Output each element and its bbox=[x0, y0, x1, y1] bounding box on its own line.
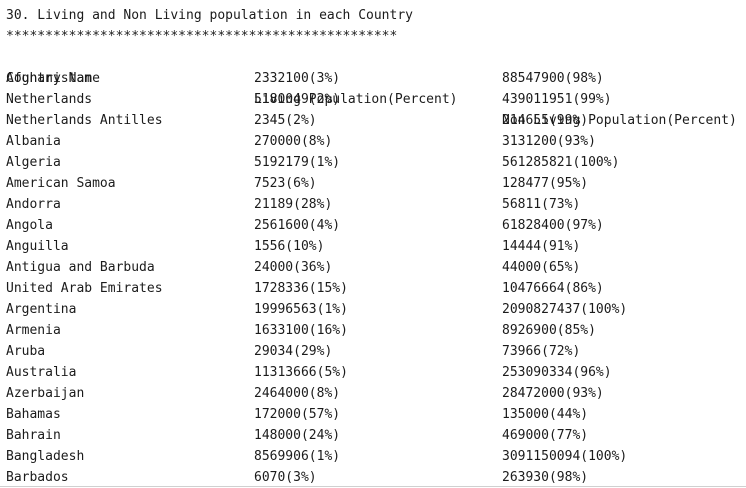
country-cell: Argentina bbox=[6, 302, 77, 317]
country-cell: American Samoa bbox=[6, 176, 116, 191]
table-row: Netherlands 5180049(2%) 439011951(99%) bbox=[6, 89, 746, 110]
table-row: United Arab Emirates 1728336(15%) 10476664… bbox=[6, 278, 746, 299]
country-cell: Algeria bbox=[6, 155, 61, 170]
non-living-cell: 10476664(86%) bbox=[502, 281, 604, 296]
country-cell: Barbados bbox=[6, 470, 69, 485]
non-living-cell: 14444(91%) bbox=[502, 239, 581, 254]
table-row: Argentina 19996563(1%) 2090827437(100%) bbox=[6, 299, 746, 320]
living-cell: 21189(28%) bbox=[254, 197, 333, 212]
non-living-cell: 8926900(85%) bbox=[502, 323, 596, 338]
country-cell: United Arab Emirates bbox=[6, 281, 163, 296]
country-cell: Antigua and Barbuda bbox=[6, 260, 155, 275]
header-non-living: Non Living Population(Percent) bbox=[502, 113, 737, 128]
country-cell: Australia bbox=[6, 365, 77, 380]
table-row: Bangladesh 8569906(1%) 3091150094(100%) bbox=[6, 446, 746, 467]
separator-line: ****************************************… bbox=[6, 29, 398, 44]
non-living-cell: 3131200(93%) bbox=[502, 134, 596, 149]
table-row: Algeria 5192179(1%) 561285821(100%) bbox=[6, 152, 746, 173]
living-cell: 1633100(16%) bbox=[254, 323, 348, 338]
living-cell: 6070(3%) bbox=[254, 470, 317, 485]
table-row: Bahamas 172000(57%) 135000(44%) bbox=[6, 404, 746, 425]
living-cell: 1556(10%) bbox=[254, 239, 325, 254]
country-cell: Armenia bbox=[6, 323, 61, 338]
living-cell: 172000(57%) bbox=[254, 407, 341, 422]
non-living-cell: 263930(98%) bbox=[502, 470, 589, 485]
non-living-cell: 439011951(99%) bbox=[502, 92, 612, 107]
table-body: Afghanistan 2332100(3%) 88547900(98%) Nethe… bbox=[6, 68, 746, 488]
non-living-cell: 2090827437(100%) bbox=[502, 302, 628, 317]
country-cell: Anguilla bbox=[6, 239, 69, 254]
country-cell: Albania bbox=[6, 134, 61, 149]
living-cell: 2464000(8%) bbox=[254, 386, 341, 401]
non-living-cell: 56811(73%) bbox=[502, 197, 581, 212]
living-cell: 11313666(5%) bbox=[254, 365, 348, 380]
console-output: 30. Living and Non Living population in … bbox=[6, 5, 746, 488]
living-cell: 5180049(2%) bbox=[254, 92, 341, 107]
non-living-cell: 88547900(98%) bbox=[502, 71, 604, 86]
living-cell: 148000(24%) bbox=[254, 428, 341, 443]
country-cell: Bahrain bbox=[6, 428, 61, 443]
table-row: American Samoa 7523(6%) 128477(95%) bbox=[6, 173, 746, 194]
living-cell: 2561600(4%) bbox=[254, 218, 341, 233]
table-row: Albania 270000(8%) 3131200(93%) bbox=[6, 131, 746, 152]
country-cell: Bahamas bbox=[6, 407, 61, 422]
living-cell: 1728336(15%) bbox=[254, 281, 348, 296]
living-cell: 2332100(3%) bbox=[254, 71, 341, 86]
living-cell: 5192179(1%) bbox=[254, 155, 341, 170]
table-row: Armenia 1633100(16%) 8926900(85%) bbox=[6, 320, 746, 341]
living-cell: 270000(8%) bbox=[254, 134, 333, 149]
non-living-cell: 128477(95%) bbox=[502, 176, 589, 191]
non-living-cell: 28472000(93%) bbox=[502, 386, 604, 401]
non-living-cell: 44000(65%) bbox=[502, 260, 581, 275]
country-cell: Netherlands Antilles bbox=[6, 113, 163, 128]
country-cell: Aruba bbox=[6, 344, 46, 359]
table-row: Bahrain 148000(24%) 469000(77%) bbox=[6, 425, 746, 446]
header-country: Country Name bbox=[6, 71, 100, 86]
non-living-cell: 561285821(100%) bbox=[502, 155, 620, 170]
living-cell: 29034(29%) bbox=[254, 344, 333, 359]
living-cell: 2345(2%) bbox=[254, 113, 317, 128]
table-header: Country Name Living Population(Percent) … bbox=[6, 47, 746, 128]
table-row: Aruba 29034(29%) 73966(72%) bbox=[6, 341, 746, 362]
table-row: Barbados 6070(3%) 263930(98%) bbox=[6, 467, 746, 488]
country-cell: Angola bbox=[6, 218, 53, 233]
non-living-cell: 469000(77%) bbox=[502, 428, 589, 443]
country-cell: Bangladesh bbox=[6, 449, 85, 464]
country-cell: Azerbaijan bbox=[6, 386, 85, 401]
section-title: 30. Living and Non Living population in … bbox=[6, 8, 413, 23]
non-living-cell: 3091150094(100%) bbox=[502, 449, 628, 464]
table-row: Antigua and Barbuda 24000(36%) 44000(65%) bbox=[6, 257, 746, 278]
country-cell: Afghanistan bbox=[6, 71, 93, 86]
living-cell: 7523(6%) bbox=[254, 176, 317, 191]
table-row: Afghanistan 2332100(3%) 88547900(98%) bbox=[6, 68, 746, 89]
living-cell: 8569906(1%) bbox=[254, 449, 341, 464]
country-cell: Andorra bbox=[6, 197, 61, 212]
non-living-cell: 135000(44%) bbox=[502, 407, 589, 422]
table-row: Andorra 21189(28%) 56811(73%) bbox=[6, 194, 746, 215]
table-row: Anguilla 1556(10%) 14444(91%) bbox=[6, 236, 746, 257]
table-row: Australia 11313666(5%) 253090334(96%) bbox=[6, 362, 746, 383]
non-living-cell: 253090334(96%) bbox=[502, 365, 612, 380]
table-row: Angola 2561600(4%) 61828400(97%) bbox=[6, 215, 746, 236]
non-living-cell: 61828400(97%) bbox=[502, 218, 604, 233]
country-cell: Netherlands bbox=[6, 92, 93, 107]
table-row: Azerbaijan 2464000(8%) 28472000(93%) bbox=[6, 383, 746, 404]
living-cell: 24000(36%) bbox=[254, 260, 333, 275]
table-row: Netherlands Antilles 2345(2%) 214655(99%) bbox=[6, 110, 746, 131]
living-cell: 19996563(1%) bbox=[254, 302, 348, 317]
non-living-cell: 73966(72%) bbox=[502, 344, 581, 359]
header-living: Living Population(Percent) bbox=[254, 92, 458, 107]
non-living-cell: 214655(99%) bbox=[502, 113, 589, 128]
